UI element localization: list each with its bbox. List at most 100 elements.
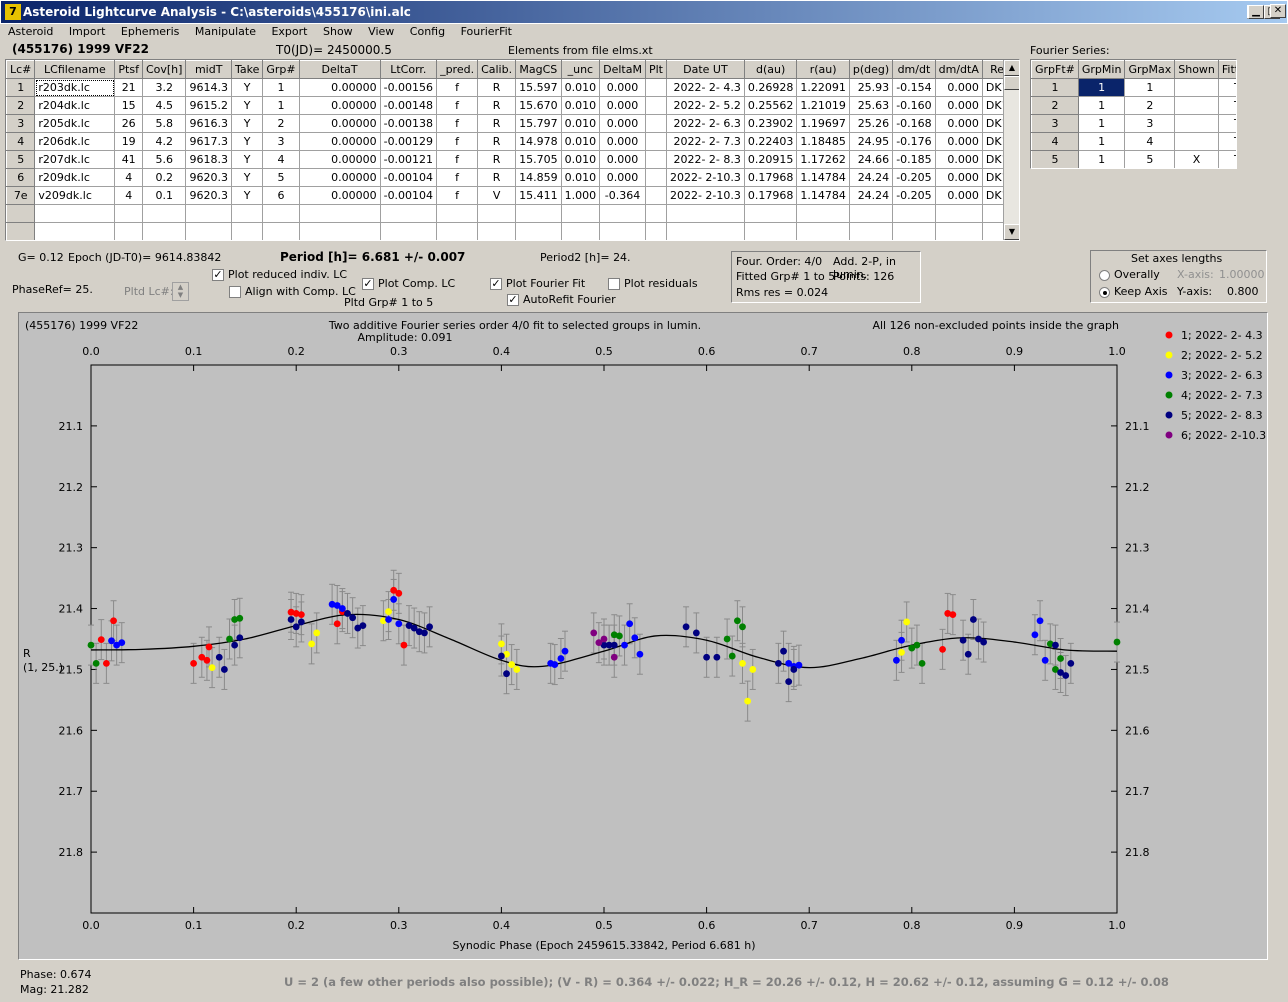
lc-cell[interactable]: -0.00104 xyxy=(379,168,438,187)
lc-cell[interactable]: 24.66 xyxy=(848,150,894,169)
lc-cell[interactable]: 1.21019 xyxy=(796,96,850,115)
lc-cell[interactable]: f xyxy=(436,96,479,115)
lc-empty-cell[interactable] xyxy=(665,222,745,240)
lc-cell[interactable]: -0.00138 xyxy=(379,114,438,133)
lc-cell[interactable]: 0.17968 xyxy=(743,186,798,205)
lc-table-scrollbar[interactable]: ▲ ▼ xyxy=(1003,60,1019,240)
fourier-cell[interactable]: X xyxy=(1174,150,1219,168)
fourier-col-header[interactable]: Fitted xyxy=(1217,60,1236,79)
lc-cell[interactable]: Y xyxy=(230,132,264,151)
lc-cell[interactable]: f xyxy=(436,114,479,133)
lc-empty-cell[interactable] xyxy=(436,204,479,223)
lc-cell[interactable]: 0.25562 xyxy=(743,96,798,115)
lc-cell[interactable]: 1 xyxy=(6,78,36,97)
fourier-cell[interactable]: 1 xyxy=(1124,78,1176,97)
menu-fourierfit[interactable]: FourierFit xyxy=(460,25,512,38)
lc-cell[interactable]: 1.14784 xyxy=(796,168,850,187)
lc-empty-cell[interactable] xyxy=(515,222,562,240)
lc-col-header[interactable]: Take xyxy=(230,60,264,79)
menu-ephemeris[interactable]: Ephemeris xyxy=(120,25,180,38)
fourier-table-row[interactable]: 515XT xyxy=(1031,150,1236,168)
lc-cell[interactable]: 2022- 2- 8.3 xyxy=(665,150,745,169)
lc-cell[interactable]: f xyxy=(436,150,479,169)
lc-col-header[interactable]: midT xyxy=(185,60,232,79)
lc-empty-cell[interactable] xyxy=(644,222,667,240)
lc-cell[interactable]: 4.2 xyxy=(141,132,187,151)
lc-cell[interactable]: 0.00000 xyxy=(298,168,381,187)
lc-empty-cell[interactable] xyxy=(6,204,36,223)
lc-empty-cell[interactable] xyxy=(743,222,798,240)
lc-cell[interactable]: 0.00000 xyxy=(298,186,381,205)
lc-cell[interactable]: 6 xyxy=(6,168,36,187)
menu-view[interactable]: View xyxy=(368,25,395,38)
lc-empty-cell[interactable] xyxy=(848,222,894,240)
autorefit-checkbox[interactable]: ✓ AutoRefit Fourier xyxy=(507,293,616,306)
lc-cell[interactable]: r205dk.lc xyxy=(34,114,116,133)
fourier-table-row[interactable]: 414 T xyxy=(1031,132,1236,151)
lc-cell[interactable]: 0.000 xyxy=(934,186,983,205)
lc-empty-cell[interactable] xyxy=(665,204,745,223)
lc-empty-cell[interactable] xyxy=(262,204,300,223)
lc-empty-cell[interactable] xyxy=(743,204,798,223)
fourier-cell[interactable] xyxy=(1174,132,1219,151)
lc-empty-cell[interactable] xyxy=(892,222,936,240)
lc-cell[interactable]: 0.000 xyxy=(599,150,646,169)
lc-col-header[interactable]: Ptsf xyxy=(114,60,143,79)
lc-cell[interactable]: 5 xyxy=(262,168,300,187)
menu-export[interactable]: Export xyxy=(271,25,308,38)
lc-cell[interactable]: 1 xyxy=(262,96,300,115)
plot-residuals-checkbox[interactable]: Plot residuals xyxy=(608,277,698,290)
lc-cell[interactable]: -0.168 xyxy=(892,114,936,133)
fourier-cell[interactable]: T xyxy=(1217,132,1236,151)
menu-manipulate[interactable]: Manipulate xyxy=(194,25,256,38)
lc-col-header[interactable]: dm/dt xyxy=(892,60,936,79)
lc-cell[interactable]: 0.000 xyxy=(599,168,646,187)
lc-cell[interactable]: Y xyxy=(230,186,264,205)
lc-cell[interactable]: f xyxy=(436,186,479,205)
lc-table-row[interactable]: 3 r205dk.lc 26 5.8 9616.3 Y 2 0.00000 -0.00138 f R… xyxy=(6,114,1019,133)
lc-cell[interactable]: 0.010 xyxy=(560,96,601,115)
lc-cell[interactable]: 0.00000 xyxy=(298,78,381,97)
lc-col-header[interactable]: Cov[h] xyxy=(141,60,187,79)
lc-cell[interactable]: -0.00121 xyxy=(379,150,438,169)
lc-cell[interactable]: f xyxy=(436,168,479,187)
lc-empty-cell[interactable] xyxy=(6,222,36,240)
lc-cell[interactable]: 15.597 xyxy=(515,78,562,97)
lc-cell[interactable]: 14.978 xyxy=(515,132,562,151)
lc-col-header[interactable]: _unc xyxy=(560,60,601,79)
fourier-cell[interactable]: 3 xyxy=(1124,114,1176,133)
lc-cell[interactable]: 2022- 2- 4.3 xyxy=(665,78,745,97)
fourier-cell[interactable]: 5 xyxy=(1031,150,1079,168)
close-button[interactable]: ✕ xyxy=(1270,4,1286,18)
lc-table-row[interactable]: 7e v209dk.lc 4 0.1 9620.3 Y 6 0.00000 -0.00104 f V… xyxy=(6,186,1019,205)
lc-cell[interactable]: 4 xyxy=(114,168,143,187)
lc-empty-cell[interactable] xyxy=(34,204,116,223)
lc-cell[interactable]: 0.000 xyxy=(599,132,646,151)
lc-cell[interactable]: R xyxy=(477,132,517,151)
lc-cell[interactable]: r203dk.lc xyxy=(34,78,116,97)
lc-cell[interactable]: 41 xyxy=(114,150,143,169)
lc-empty-cell[interactable] xyxy=(141,222,187,240)
lc-cell[interactable]: f xyxy=(436,78,479,97)
lc-cell[interactable]: 0.000 xyxy=(599,78,646,97)
lc-empty-cell[interactable] xyxy=(560,222,601,240)
lightcurve-plot[interactable]: (455176) 1999 VF22 Two additive Fourier … xyxy=(18,312,1268,960)
lc-col-header[interactable]: MagCS xyxy=(515,60,562,79)
lc-cell[interactable]: 0.22403 xyxy=(743,132,798,151)
lc-cell[interactable]: 3 xyxy=(262,132,300,151)
lc-empty-cell[interactable] xyxy=(298,222,381,240)
lc-cell[interactable]: 1.17262 xyxy=(796,150,850,169)
lc-cell[interactable]: 0.010 xyxy=(560,168,601,187)
lc-cell[interactable]: 0.010 xyxy=(560,132,601,151)
lc-empty-cell[interactable] xyxy=(644,204,667,223)
lc-empty-cell[interactable] xyxy=(515,204,562,223)
lc-cell[interactable]: R xyxy=(477,150,517,169)
lc-empty-cell[interactable] xyxy=(298,204,381,223)
fourier-table-row[interactable]: 111T xyxy=(1031,78,1236,97)
lc-cell[interactable]: R xyxy=(477,78,517,97)
lc-cell[interactable]: 9618.3 xyxy=(185,150,232,169)
keep-axis-radio[interactable]: Keep Axis xyxy=(1099,285,1168,298)
lc-cell[interactable]: 14.859 xyxy=(515,168,562,187)
fourier-cell[interactable]: 1 xyxy=(1077,78,1126,97)
fourier-cell[interactable]: 1 xyxy=(1077,150,1126,168)
